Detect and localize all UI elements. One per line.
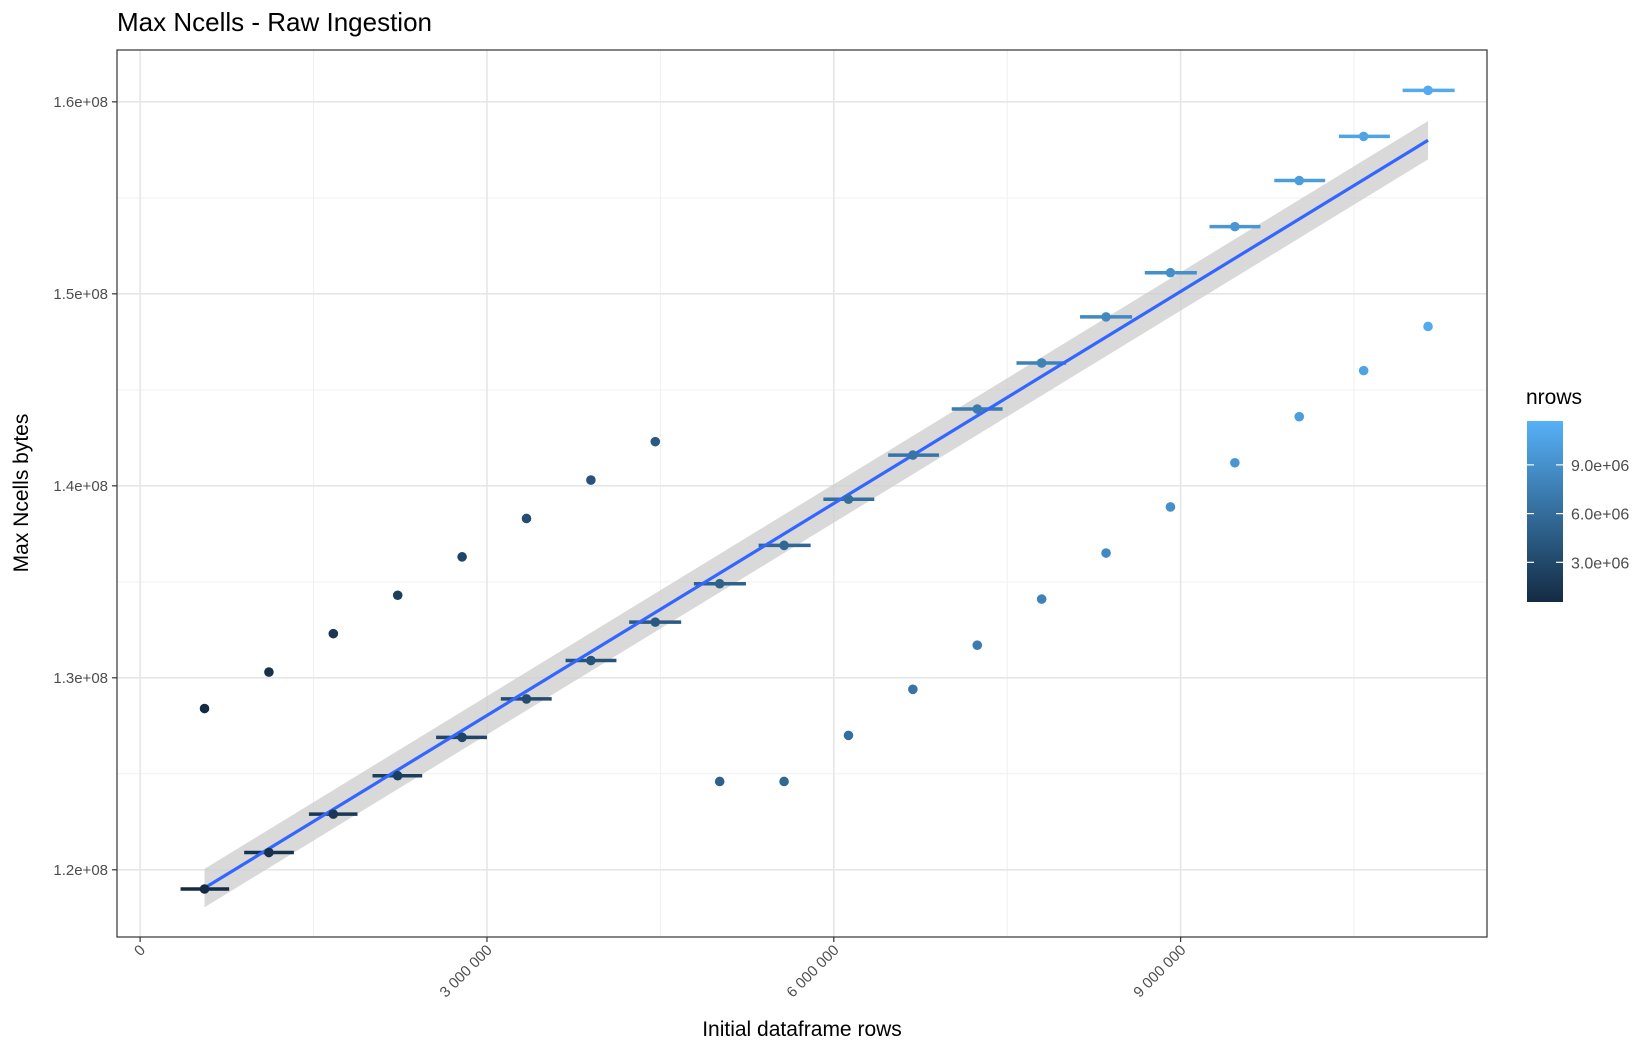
data-point <box>1294 175 1305 186</box>
data-point <box>714 776 725 787</box>
legend-colorbar <box>1527 421 1563 602</box>
data-point <box>650 436 661 447</box>
y-tick-label: 1.4e+08 <box>53 478 108 495</box>
x-tick-label: 3 000 000 <box>437 942 496 1001</box>
y-tick-label: 1.2e+08 <box>53 862 108 879</box>
trend-line-layer <box>203 138 1429 890</box>
y-tick-label: 1.6e+08 <box>53 94 108 111</box>
x-axis-title: Initial dataframe rows <box>702 1018 902 1041</box>
data-point <box>972 640 983 650</box>
data-point <box>586 655 596 666</box>
data-point <box>1358 131 1369 142</box>
data-point <box>1036 594 1047 604</box>
data-point <box>199 884 210 894</box>
chart-title: Max Ncells - Raw Ingestion <box>117 7 432 37</box>
data-point <box>779 776 789 787</box>
x-tick-label: 0 <box>131 942 149 960</box>
data-point <box>1230 457 1240 468</box>
data-point <box>328 809 339 819</box>
data-point <box>586 475 596 485</box>
data-point <box>1358 365 1369 376</box>
data-point <box>1423 85 1433 96</box>
data-point <box>457 732 467 743</box>
data-point <box>1101 312 1111 322</box>
data-point <box>1165 502 1176 512</box>
data-point <box>972 404 983 414</box>
color-legend: nrows 3.0e+06 6.0e+06 9.0e+06 <box>1526 386 1629 602</box>
data-point <box>908 684 918 695</box>
point-layer <box>199 85 1433 894</box>
data-point <box>779 540 789 551</box>
plot-panel-border <box>116 49 1488 938</box>
y-tick-label: 1.5e+08 <box>53 286 108 303</box>
y-axis-title: Max Ncells bytes <box>10 414 33 573</box>
data-point <box>1294 411 1305 422</box>
data-point <box>521 694 532 704</box>
y-tick-label: 1.3e+08 <box>53 670 108 687</box>
data-point <box>521 513 532 524</box>
data-point <box>1101 548 1111 558</box>
legend-break-label: 3.0e+06 <box>1571 555 1629 572</box>
data-point <box>843 494 854 505</box>
data-point <box>843 730 854 741</box>
data-point <box>1036 358 1047 368</box>
data-point <box>1423 321 1433 332</box>
data-point <box>457 552 467 562</box>
trend-line <box>203 138 1429 890</box>
legend-title: nrows <box>1526 386 1582 409</box>
legend-break-label: 6.0e+06 <box>1571 507 1629 524</box>
legend-ticks: 3.0e+06 6.0e+06 9.0e+06 <box>1527 458 1629 572</box>
x-tick-label: 9 000 000 <box>1130 942 1189 1001</box>
data-point <box>392 770 403 781</box>
data-point <box>650 617 661 627</box>
x-axis: 0 3 000 000 6 000 000 9 000 000 <box>131 937 1189 1001</box>
data-point <box>714 578 725 589</box>
data-point <box>392 590 403 601</box>
x-tick-label: 6 000 000 <box>783 942 842 1001</box>
legend-break-label: 9.0e+06 <box>1571 458 1629 475</box>
data-point <box>328 628 339 639</box>
data-point <box>264 667 274 677</box>
data-point <box>264 847 274 858</box>
y-axis: 1.2e+08 1.3e+08 1.4e+08 1.5e+08 1.6e+08 <box>53 94 117 879</box>
data-point <box>199 703 210 714</box>
data-point <box>1165 267 1176 278</box>
data-point <box>1230 221 1240 232</box>
data-point <box>908 450 918 460</box>
